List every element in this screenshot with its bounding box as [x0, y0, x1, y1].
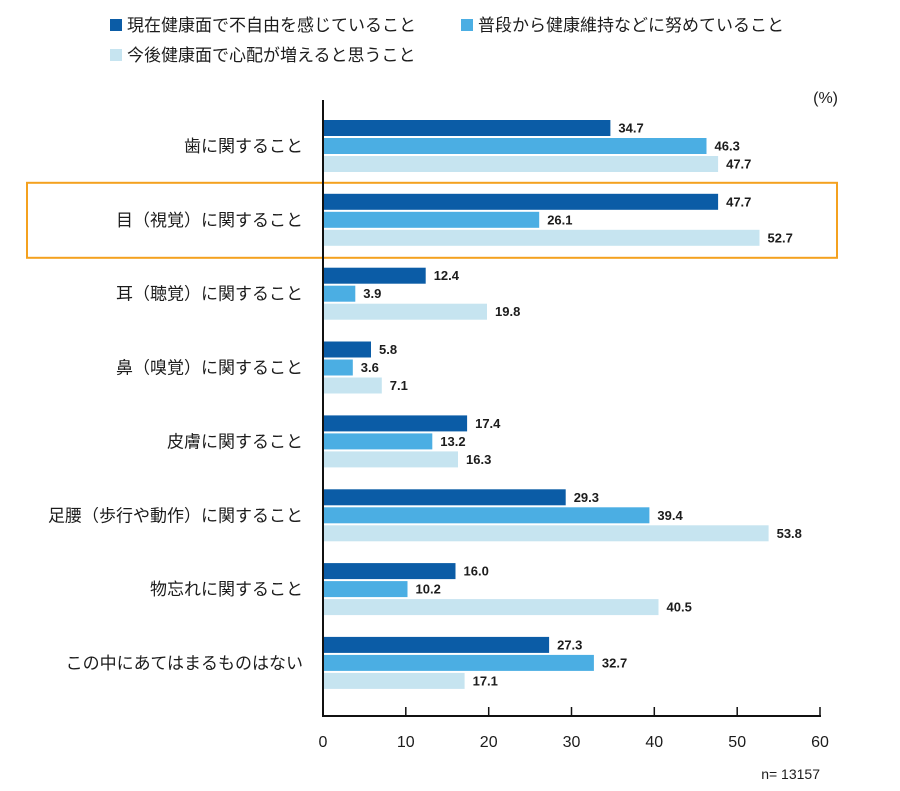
value-label: 34.7	[618, 121, 643, 136]
value-label: 47.7	[726, 157, 751, 172]
bar-series-1	[324, 120, 611, 136]
bar-series-2	[324, 507, 650, 524]
category-label: 鼻（嗅覚）に関すること	[116, 359, 303, 379]
bar-series-2	[324, 211, 540, 228]
bar-series-2	[324, 654, 594, 671]
highlight-layer	[26, 181, 838, 259]
value-label: 40.5	[667, 600, 692, 615]
category-label: 足腰（歩行や動作）に関すること	[48, 506, 303, 526]
category-label: 歯に関すること	[184, 137, 303, 157]
value-label: 5.8	[379, 342, 397, 357]
value-label: 3.9	[363, 286, 381, 301]
x-tick-label: 10	[397, 734, 415, 751]
bar-series-1	[324, 193, 719, 210]
legend-label: 普段から健康維持などに努めていること	[478, 16, 784, 36]
value-label: 3.6	[361, 360, 379, 375]
bar-series-1	[324, 341, 371, 358]
x-tick-label: 30	[563, 734, 581, 751]
value-label: 39.4	[657, 508, 683, 523]
bar-series-1	[324, 563, 456, 580]
sample-size-note: n= 13157	[761, 766, 820, 782]
value-label: 17.4	[475, 416, 501, 431]
category-label: 物忘れに関すること	[150, 580, 303, 600]
legend-label: 現在健康面で不自由を感じていること	[127, 16, 416, 36]
x-tick-label: 40	[645, 734, 663, 751]
value-label: 27.3	[557, 637, 582, 652]
bar-series-2	[324, 359, 353, 376]
value-label: 26.1	[547, 212, 572, 227]
value-label: 52.7	[768, 230, 793, 245]
bar-series-2	[324, 285, 356, 302]
bar-series-1	[324, 415, 468, 432]
bar-series-1	[324, 636, 550, 653]
value-label: 29.3	[574, 490, 599, 505]
bar-series-3	[324, 451, 458, 468]
bar-series-2	[324, 138, 707, 154]
x-tick-label: 20	[480, 734, 498, 751]
x-tick-label: 60	[811, 734, 829, 751]
bar-series-3	[324, 303, 487, 320]
legend-swatch	[461, 19, 473, 31]
value-label: 17.1	[473, 673, 498, 688]
value-label: 16.3	[466, 452, 491, 467]
value-label: 47.7	[726, 194, 751, 209]
legend-item: 今後健康面で心配が増えると思うこと	[110, 46, 416, 66]
bar-series-3	[324, 377, 382, 394]
x-tick-label: 0	[319, 734, 328, 751]
value-label: 7.1	[390, 378, 408, 393]
legend-label: 今後健康面で心配が増えると思うこと	[127, 46, 416, 66]
bars-layer	[324, 120, 769, 689]
value-label: 10.2	[416, 582, 441, 597]
category-label: 皮膚に関すること	[167, 432, 303, 452]
value-label: 12.4	[434, 268, 460, 283]
bar-series-2	[324, 581, 408, 598]
bar-series-1	[324, 267, 426, 284]
value-label: 16.0	[464, 564, 489, 579]
legend-item: 普段から健康維持などに努めていること	[461, 16, 784, 36]
bar-series-1	[324, 489, 566, 506]
legend-swatch	[110, 19, 122, 31]
bar-series-3	[324, 599, 659, 616]
value-labels: 34.7 46.3 47.7 47.7 26.1 52.7 12.4 3.9 19.8 5.83.…	[361, 121, 802, 689]
x-tick-label: 50	[728, 734, 746, 751]
value-label: 32.7	[602, 655, 627, 670]
value-label: 13.2	[440, 434, 465, 449]
unit-label: (%)	[813, 90, 838, 107]
category-label: この中にあてはまるものはない	[66, 654, 303, 674]
value-label: 53.8	[777, 526, 802, 541]
bar-series-3	[324, 525, 769, 542]
x-axis: 0 10 20 30 40 50 60	[319, 100, 829, 751]
legend-swatch	[110, 49, 122, 61]
bar-series-3	[324, 156, 719, 172]
bar-series-3	[324, 229, 760, 246]
value-label: 19.8	[495, 304, 520, 319]
highlight-frame	[26, 181, 838, 259]
bar-series-2	[324, 433, 433, 450]
category-labels: 歯に関すること目（視覚）に関すること耳（聴覚）に関すること鼻（嗅覚）に関すること…	[48, 137, 303, 674]
legend-item: 現在健康面で不自由を感じていること	[110, 16, 416, 36]
legend: 現在健康面で不自由を感じていること 普段から健康維持などに努めていること 今後健…	[110, 16, 784, 66]
bar-series-3	[324, 672, 465, 689]
value-label: 46.3	[715, 139, 740, 154]
category-label: 目（視覚）に関すること	[116, 211, 303, 231]
category-label: 耳（聴覚）に関すること	[116, 285, 303, 305]
